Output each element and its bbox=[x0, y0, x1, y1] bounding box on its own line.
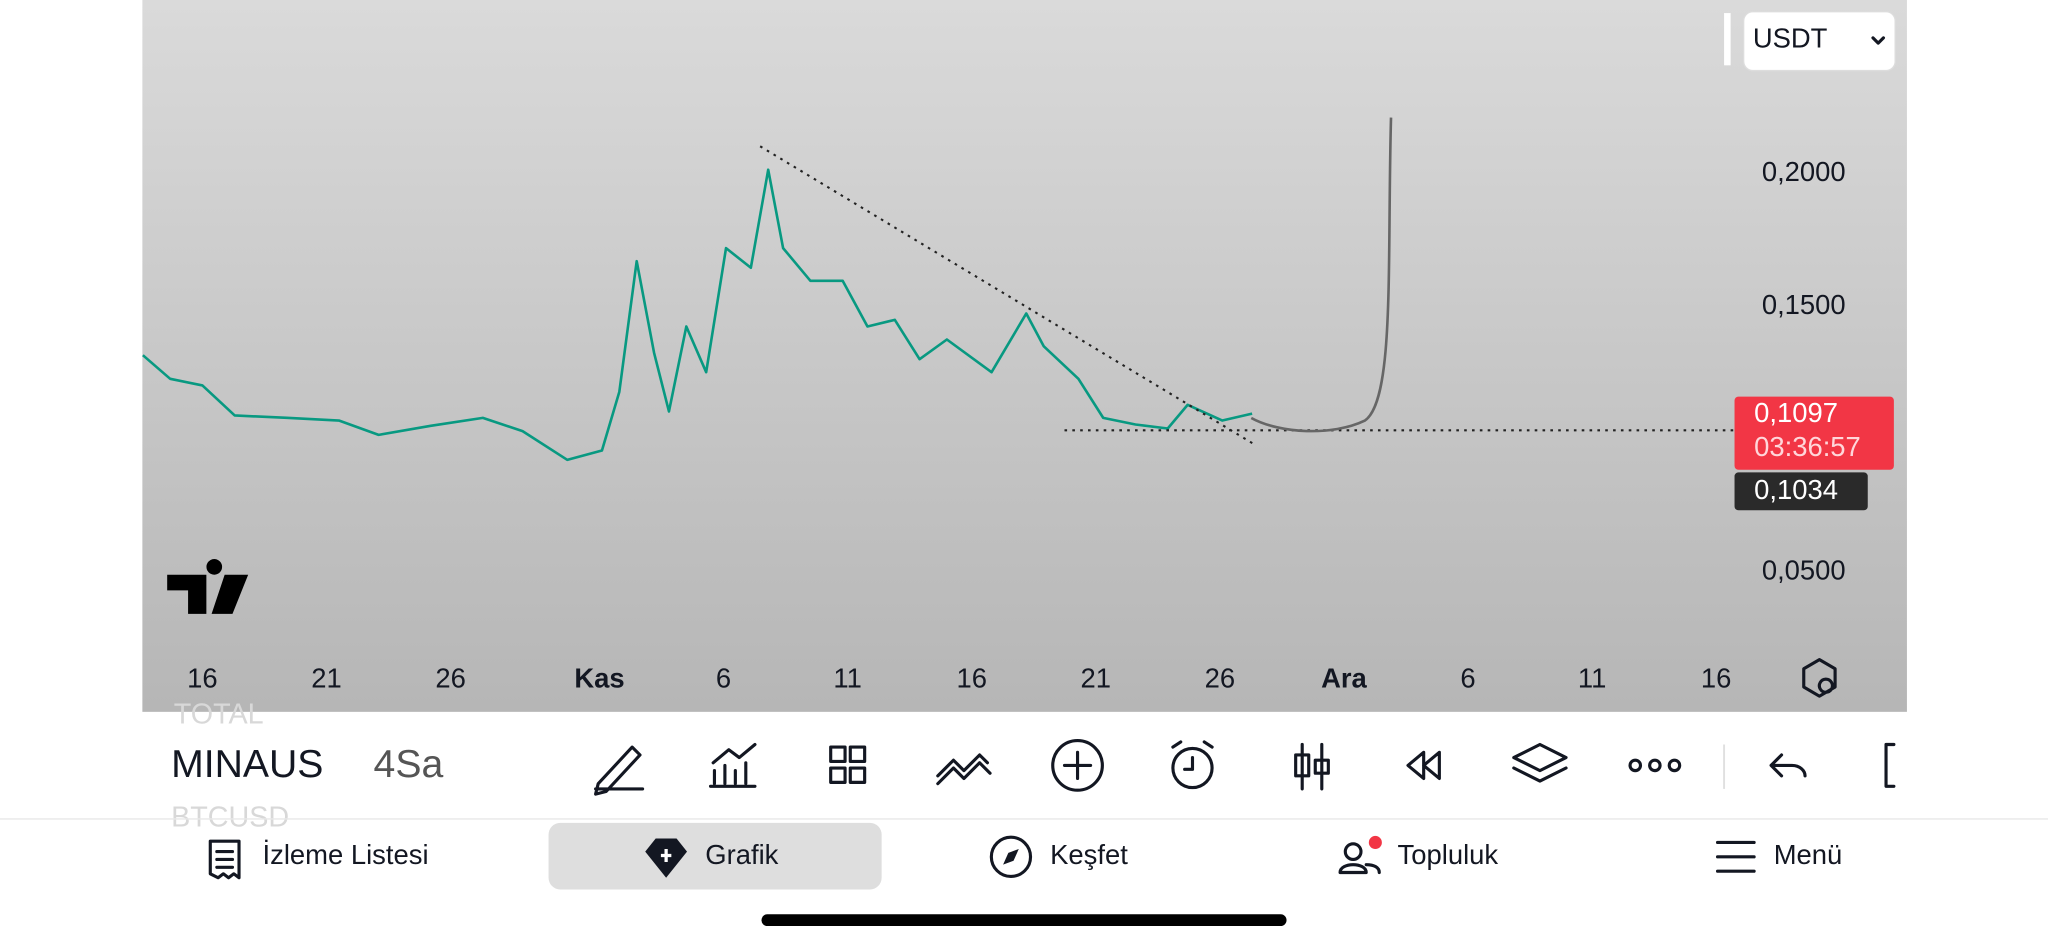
nav-active bbox=[548, 822, 882, 890]
x-tick-label: 11 bbox=[833, 663, 861, 694]
x-tick-label: 16 bbox=[1701, 663, 1731, 694]
symbol[interactable]: MINAUS bbox=[171, 743, 323, 786]
currency-select[interactable] bbox=[1743, 11, 1896, 72]
replay-icon[interactable] bbox=[1406, 750, 1441, 781]
menu-icon[interactable] bbox=[1715, 840, 1756, 873]
explore-icon[interactable] bbox=[989, 835, 1033, 878]
nav-icons bbox=[208, 835, 1756, 880]
x-tick-label: Kas bbox=[574, 663, 624, 694]
faded-symbol: BTCUSD bbox=[171, 802, 289, 834]
more-icon[interactable] bbox=[1628, 758, 1643, 773]
faded-symbol: TOTAL bbox=[174, 698, 264, 730]
x-tick-label: 21 bbox=[1081, 663, 1111, 694]
line-price-box bbox=[1734, 472, 1868, 511]
countdown: 03:36:57 bbox=[1754, 431, 1861, 462]
line-price-label: 0,1034 bbox=[1754, 474, 1838, 505]
x-tick-label: 11 bbox=[1578, 663, 1606, 694]
toolbar-icons bbox=[594, 739, 1896, 796]
x-tick-label: Ara bbox=[1321, 663, 1367, 694]
add-icon[interactable] bbox=[1051, 739, 1104, 792]
dropdown-arrow bbox=[1871, 36, 1885, 45]
draw-icon[interactable] bbox=[594, 745, 645, 796]
alert-icon[interactable] bbox=[1171, 746, 1214, 790]
settings-icon[interactable] bbox=[1802, 658, 1837, 698]
x-tick-label: 6 bbox=[716, 663, 731, 694]
x-tick-label: 6 bbox=[1460, 663, 1475, 694]
fullscreen-icon[interactable] bbox=[1884, 742, 1896, 788]
y-tick-label: 0,1500 bbox=[1762, 289, 1846, 320]
x-tick-label: 16 bbox=[956, 663, 986, 694]
home-indicator bbox=[761, 914, 1287, 927]
last-price-label: 0,1097 bbox=[1754, 397, 1838, 428]
watchlist-icon[interactable] bbox=[208, 839, 241, 880]
nav-item[interactable]: İzleme Listesi bbox=[263, 839, 429, 870]
x-tick-label: 16 bbox=[187, 663, 217, 694]
y-tick-label: 0,2000 bbox=[1762, 156, 1846, 187]
interval[interactable]: 4Sa bbox=[374, 743, 444, 786]
trend-line bbox=[759, 145, 1255, 445]
chart-type-icon[interactable] bbox=[1294, 742, 1330, 791]
undo-icon[interactable] bbox=[1769, 753, 1807, 778]
nav-item[interactable]: Topluluk bbox=[1398, 839, 1499, 870]
compare-icon[interactable] bbox=[936, 753, 992, 786]
chart-area bbox=[142, 0, 1907, 712]
layers-icon[interactable] bbox=[1512, 742, 1568, 783]
nav-item[interactable]: Grafik bbox=[705, 839, 778, 870]
plot: 0,2000 0,1500 0,0500 16 21 26 Kas 6 11 16 21 26 Ara 6… bbox=[142, 156, 1894, 694]
nav-item[interactable]: Menü bbox=[1774, 839, 1843, 870]
divider bbox=[1724, 13, 1731, 66]
community-icon[interactable] bbox=[1343, 842, 1363, 862]
templates-icon[interactable] bbox=[829, 745, 867, 784]
x-tick-label: 26 bbox=[1205, 663, 1235, 694]
fade bbox=[326, 731, 353, 804]
last-price-box bbox=[1734, 396, 1894, 470]
nav-item[interactable]: Keşfet bbox=[1050, 839, 1128, 870]
y-tick-label: 0,0500 bbox=[1762, 554, 1846, 585]
x-tick-label: 21 bbox=[311, 663, 341, 694]
indicators-icon[interactable] bbox=[708, 742, 757, 788]
currency-label: USDT bbox=[1753, 23, 1828, 54]
x-tick-label: 26 bbox=[435, 663, 465, 694]
price-line bbox=[142, 168, 1253, 462]
drawing-curve bbox=[1250, 117, 1393, 433]
logo bbox=[167, 559, 249, 614]
